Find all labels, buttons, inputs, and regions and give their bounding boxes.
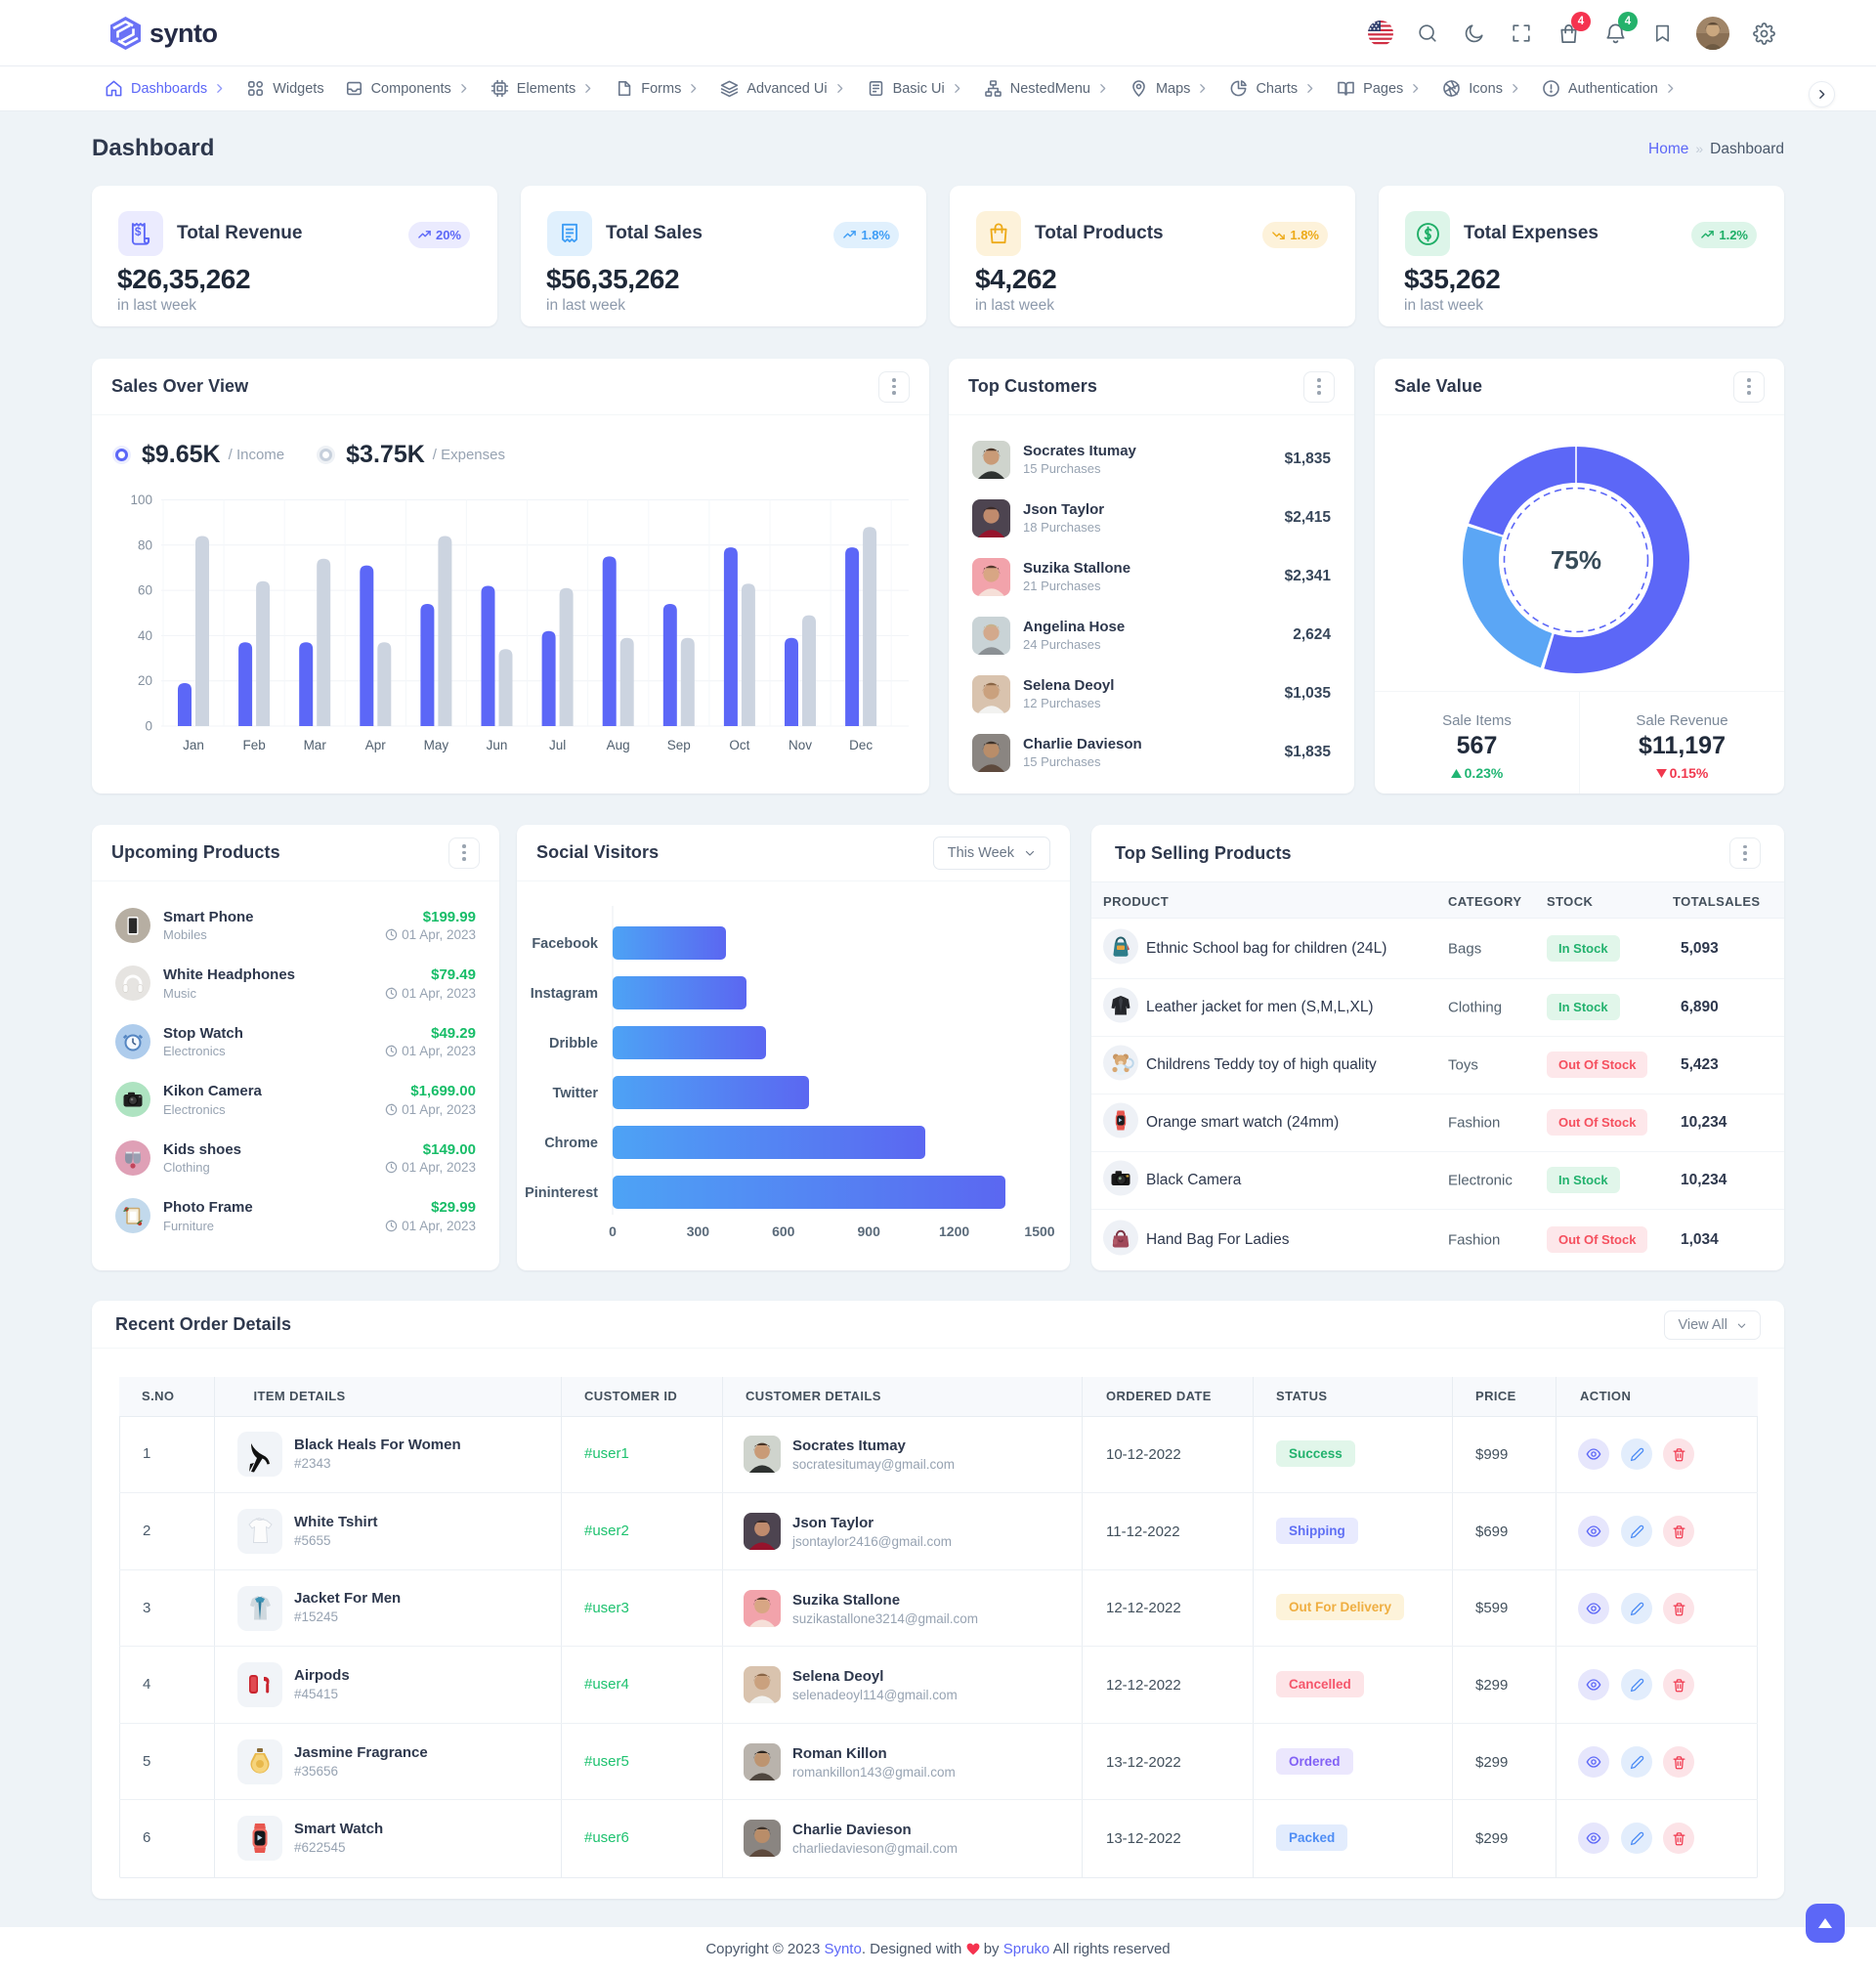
svg-text:Oct: Oct [729,738,749,752]
svg-text:900: 900 [858,1223,881,1239]
svg-text:Aug: Aug [607,738,630,752]
svg-text:600: 600 [772,1223,795,1239]
svg-text:May: May [424,738,449,752]
svg-text:Dribble: Dribble [549,1036,598,1051]
svg-text:Jan: Jan [183,738,204,752]
svg-text:60: 60 [138,583,152,598]
svg-text:300: 300 [687,1223,710,1239]
svg-text:Sep: Sep [667,738,691,752]
svg-text:Dec: Dec [849,738,873,752]
svg-text:Apr: Apr [365,738,387,752]
svg-text:$: $ [135,225,142,238]
svg-text:1500: 1500 [1024,1223,1054,1239]
svg-text:20: 20 [138,673,152,688]
svg-text:1200: 1200 [939,1223,969,1239]
svg-text:Mar: Mar [304,738,327,752]
svg-text:80: 80 [138,537,152,552]
svg-text:75%: 75% [1551,545,1601,575]
svg-text:Facebook: Facebook [532,936,599,952]
svg-text:100: 100 [130,493,152,507]
svg-text:Jun: Jun [487,738,508,752]
svg-text:0: 0 [609,1223,617,1239]
svg-text:Chrome: Chrome [544,1136,598,1151]
svg-text:Pininterest: Pininterest [525,1185,598,1201]
svg-text:Twitter: Twitter [553,1086,599,1101]
svg-text:40: 40 [138,628,152,643]
svg-text:Feb: Feb [242,738,265,752]
svg-text:Nov: Nov [789,738,812,752]
svg-text:Instagram: Instagram [531,986,598,1002]
svg-text:Jul: Jul [549,738,566,752]
svg-text:0: 0 [145,719,152,734]
